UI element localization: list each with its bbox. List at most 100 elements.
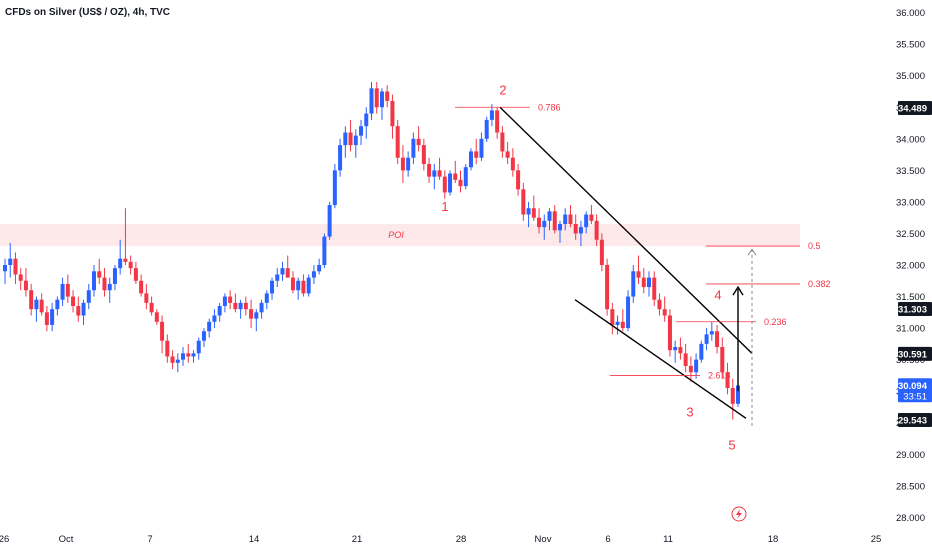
candle-body — [673, 347, 678, 351]
candle-body — [615, 321, 620, 325]
x-tick-label: 18 — [768, 534, 779, 545]
candle-body — [144, 293, 149, 303]
candle-body — [516, 170, 521, 190]
candle-body — [170, 356, 175, 363]
chart-title: CFDs on Silver (US$ / OZ), 4h, TVC — [5, 7, 171, 18]
candle-body — [18, 274, 23, 281]
candle-body — [264, 293, 269, 303]
candle-body — [353, 135, 358, 146]
candle-body — [13, 258, 18, 275]
lightning-icon — [731, 506, 747, 522]
candle-body — [626, 296, 631, 329]
y-tick-label: 33.000 — [896, 197, 925, 208]
candle-body — [34, 299, 39, 310]
x-tick-label: 6 — [605, 534, 610, 545]
candle-body — [479, 138, 484, 158]
candle-body — [71, 296, 76, 307]
y-tick-label: 32.500 — [896, 229, 925, 240]
candle-body — [453, 173, 458, 180]
y-tick-label: 35.000 — [896, 71, 925, 82]
candle-body — [290, 277, 295, 291]
candle-body — [55, 299, 60, 310]
candle-body — [406, 157, 411, 171]
price-badge — [898, 413, 932, 428]
candle-body — [526, 208, 531, 215]
candle-body — [275, 274, 280, 281]
candle-body — [86, 290, 91, 303]
candle-body — [610, 309, 615, 325]
candle-body — [322, 236, 327, 265]
candle-body — [379, 91, 384, 108]
candle-body — [510, 157, 515, 171]
candle-body — [641, 277, 646, 288]
candle-body — [139, 280, 144, 294]
y-tick-label: 29.000 — [896, 450, 925, 461]
candle-body — [474, 151, 479, 158]
candle-body — [343, 132, 348, 146]
price-badge — [898, 378, 932, 403]
candle-body — [495, 110, 500, 133]
candle-body — [709, 331, 714, 335]
candle-body — [568, 214, 573, 224]
candle-body — [484, 119, 489, 139]
candle-body — [573, 223, 578, 234]
candle-body — [233, 302, 238, 310]
candle-body — [652, 277, 657, 300]
dashed-arrow-head — [747, 248, 757, 256]
time-axis[interactable]: 26 Oct 7 14 21 28 Nov 6 11 18 25 — [0, 534, 881, 545]
candle-body — [332, 170, 337, 206]
candle-body — [704, 334, 709, 344]
candle-body — [421, 145, 426, 165]
candle-body — [542, 220, 547, 228]
candle-body — [594, 220, 599, 240]
candle-body — [432, 170, 437, 177]
candle-body — [280, 268, 285, 275]
candle-body — [3, 265, 7, 272]
candle-body — [327, 205, 332, 237]
price-badge-label: 30.094 — [898, 381, 928, 392]
x-tick-label: 11 — [663, 534, 673, 545]
candle-body — [65, 283, 70, 297]
fib-label: 0.786 — [538, 102, 561, 112]
lightning-icon-circle — [731, 506, 747, 522]
candle-body — [228, 296, 233, 303]
candle-body — [547, 211, 552, 221]
candle-body — [646, 277, 651, 288]
candle-body — [688, 365, 693, 373]
candle-body — [76, 306, 81, 316]
candle-body — [720, 347, 725, 373]
candle-body — [285, 268, 290, 278]
candle-body — [112, 268, 117, 284]
arrow-head — [732, 285, 744, 296]
candle-body — [254, 312, 259, 319]
y-tick-label: 36.000 — [896, 8, 925, 19]
candle-body — [563, 214, 568, 224]
candle-body — [181, 353, 186, 360]
candle-body — [531, 208, 536, 218]
lower-trendline — [574, 299, 747, 419]
candle-body — [118, 258, 123, 269]
candle-body — [730, 388, 735, 404]
wave-label: 5 — [728, 438, 735, 453]
wave-label: 4 — [714, 288, 721, 303]
candle-body — [736, 385, 740, 404]
candle-body — [662, 309, 667, 316]
candle-body — [448, 173, 453, 193]
candle-body — [657, 299, 662, 310]
x-tick-label: 28 — [456, 534, 467, 545]
candle-body — [123, 258, 128, 262]
upper-trendline — [499, 106, 753, 354]
candle-body — [699, 343, 704, 360]
candle-body — [552, 211, 557, 231]
candle-body — [165, 340, 170, 357]
candle-body — [23, 280, 28, 291]
candle-body — [311, 271, 316, 278]
price-axis[interactable]: 36.00035.50035.00034.50034.00033.50033.0… — [896, 8, 925, 524]
x-tick-label: Oct — [59, 534, 74, 545]
candle-body — [411, 138, 416, 158]
candle-body — [505, 151, 510, 158]
price-badge-label: 34.489 — [898, 103, 927, 114]
candle-body — [81, 302, 86, 316]
fib-label: 2.618 — [708, 370, 731, 380]
